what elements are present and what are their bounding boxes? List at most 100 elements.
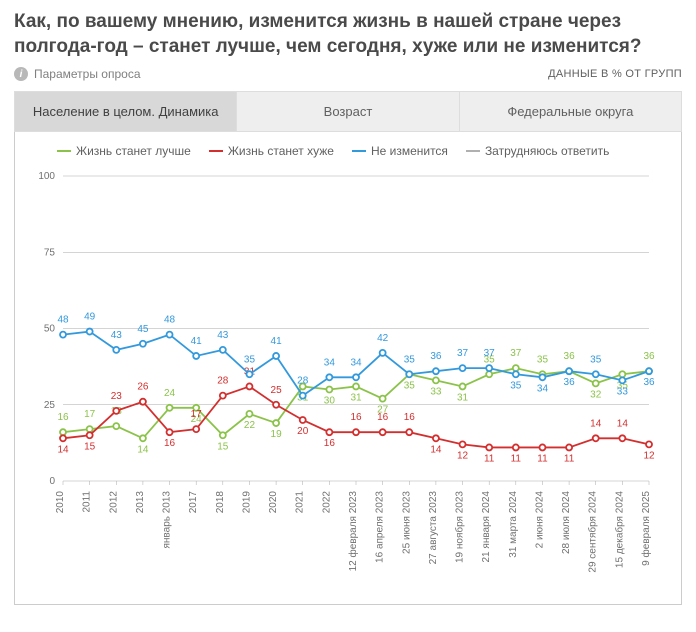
svg-text:2017: 2017 (188, 491, 199, 514)
svg-text:2011: 2011 (82, 491, 93, 513)
svg-text:12: 12 (643, 451, 655, 462)
svg-text:36: 36 (643, 352, 655, 363)
svg-text:16 апреля 2023: 16 апреля 2023 (375, 491, 386, 563)
legend-label: Затрудняюсь ответить (485, 144, 609, 158)
svg-text:35: 35 (404, 381, 416, 392)
line-chart: 02550751002010201120122013январь 2013201… (27, 166, 667, 596)
info-icon[interactable]: i (14, 67, 28, 81)
legend-swatch (57, 150, 71, 152)
svg-text:27 августа 2023: 27 августа 2023 (428, 491, 439, 565)
svg-text:43: 43 (217, 330, 229, 341)
svg-text:41: 41 (271, 336, 283, 347)
svg-text:25 июня 2023: 25 июня 2023 (401, 491, 412, 554)
svg-text:31: 31 (457, 393, 469, 404)
svg-text:0: 0 (49, 476, 55, 487)
svg-text:11: 11 (484, 454, 495, 465)
svg-text:100: 100 (38, 171, 55, 182)
legend-item[interactable]: Не изменится (352, 144, 448, 158)
svg-text:15: 15 (217, 442, 229, 453)
svg-text:16: 16 (324, 439, 336, 450)
svg-text:12: 12 (457, 451, 469, 462)
svg-text:2012: 2012 (108, 491, 119, 514)
legend-item[interactable]: Затрудняюсь ответить (466, 144, 609, 158)
legend-item[interactable]: Жизнь станет лучше (57, 144, 191, 158)
svg-text:11: 11 (564, 454, 575, 465)
svg-text:2018: 2018 (215, 491, 226, 514)
svg-text:33: 33 (617, 387, 629, 398)
poll-question-title: Как, по вашему мнению, изменится жизнь в… (14, 10, 682, 59)
tab-bar: Население в целом. Динамика Возраст Феде… (14, 91, 682, 132)
svg-text:35: 35 (510, 381, 522, 392)
svg-text:14: 14 (430, 445, 442, 456)
svg-text:33: 33 (430, 387, 442, 398)
svg-text:34: 34 (537, 384, 549, 395)
data-units-label: ДАННЫЕ В % ОТ ГРУПП (548, 68, 682, 80)
svg-text:48: 48 (164, 315, 176, 326)
svg-text:2019: 2019 (241, 491, 252, 514)
svg-text:17: 17 (84, 410, 96, 421)
svg-text:32: 32 (590, 390, 602, 401)
svg-text:43: 43 (111, 330, 123, 341)
svg-text:45: 45 (137, 324, 149, 335)
svg-text:37: 37 (457, 349, 469, 360)
legend-swatch (352, 150, 366, 152)
svg-text:36: 36 (430, 352, 442, 363)
tab-age[interactable]: Возраст (237, 92, 459, 131)
svg-text:16: 16 (350, 413, 362, 424)
svg-text:25: 25 (44, 400, 56, 411)
svg-text:16: 16 (404, 413, 416, 424)
svg-text:19: 19 (271, 429, 283, 440)
svg-text:2010: 2010 (55, 491, 66, 514)
svg-text:34: 34 (350, 358, 362, 369)
svg-text:48: 48 (57, 315, 69, 326)
svg-text:15: 15 (84, 442, 96, 453)
svg-text:17: 17 (191, 410, 203, 421)
svg-text:19 ноября 2023: 19 ноября 2023 (454, 491, 466, 563)
legend-swatch (209, 150, 223, 152)
svg-text:35: 35 (537, 355, 549, 366)
legend-swatch (466, 150, 480, 152)
svg-text:16: 16 (377, 413, 389, 424)
svg-text:31 марта 2024: 31 марта 2024 (508, 491, 519, 558)
svg-text:21 января 2024: 21 января 2024 (481, 491, 492, 563)
svg-text:25: 25 (271, 385, 283, 396)
svg-text:22: 22 (244, 420, 256, 431)
chart-container: Жизнь станет лучше Жизнь станет хуже Не из… (14, 132, 682, 605)
params-row: i Параметры опроса ДАННЫЕ В % ОТ ГРУПП (14, 67, 682, 81)
tab-districts[interactable]: Федеральные округа (460, 92, 681, 131)
legend-label: Жизнь станет лучше (76, 144, 191, 158)
svg-text:январь 2013: январь 2013 (162, 491, 173, 549)
svg-text:42: 42 (377, 333, 389, 344)
svg-text:11: 11 (537, 454, 548, 465)
svg-text:15 декабря 2024: 15 декабря 2024 (613, 491, 625, 569)
svg-text:29 сентября 2024: 29 сентября 2024 (587, 491, 599, 573)
svg-text:14: 14 (137, 445, 149, 456)
legend-item[interactable]: Жизнь станет хуже (209, 144, 334, 158)
svg-text:31: 31 (350, 393, 362, 404)
params-label[interactable]: Параметры опроса (34, 67, 141, 81)
svg-text:36: 36 (643, 378, 655, 389)
svg-text:50: 50 (44, 324, 56, 335)
svg-text:26: 26 (137, 382, 149, 393)
svg-text:36: 36 (564, 378, 576, 389)
svg-text:30: 30 (324, 396, 336, 407)
svg-text:2020: 2020 (268, 491, 279, 514)
svg-text:28 июля 2024: 28 июля 2024 (561, 491, 572, 554)
svg-text:49: 49 (84, 312, 96, 323)
svg-text:2022: 2022 (321, 491, 332, 514)
svg-text:75: 75 (44, 248, 56, 259)
svg-text:14: 14 (57, 445, 69, 456)
svg-text:16: 16 (57, 413, 69, 424)
svg-text:37: 37 (484, 349, 496, 360)
tab-population[interactable]: Население в целом. Динамика (15, 92, 237, 131)
svg-text:35: 35 (590, 355, 602, 366)
legend-label: Не изменится (371, 144, 448, 158)
svg-text:35: 35 (244, 355, 256, 366)
svg-text:35: 35 (404, 355, 416, 366)
chart-legend: Жизнь станет лучше Жизнь станет хуже Не из… (27, 144, 669, 158)
svg-text:2021: 2021 (295, 491, 306, 514)
svg-text:41: 41 (191, 336, 203, 347)
svg-text:12 февраля 2023: 12 февраля 2023 (347, 491, 359, 572)
svg-text:37: 37 (510, 349, 522, 360)
svg-text:14: 14 (617, 419, 629, 430)
